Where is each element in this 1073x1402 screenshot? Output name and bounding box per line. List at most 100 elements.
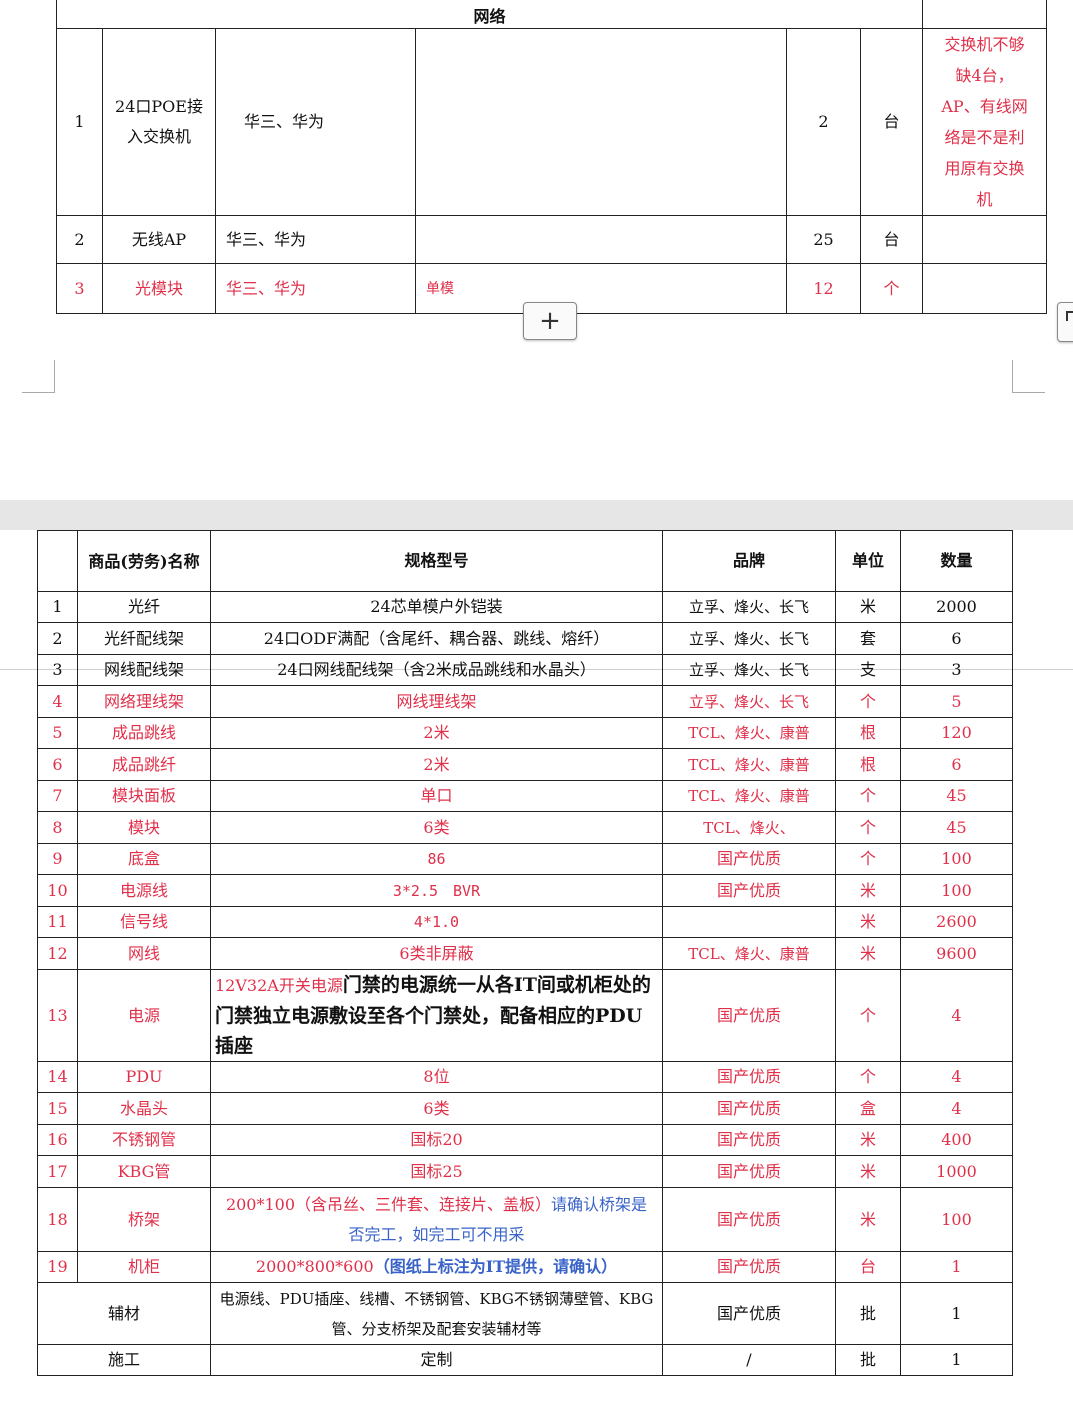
item-name: 水晶头 bbox=[77, 1092, 211, 1125]
item-brand: 立孚、烽火、长飞 bbox=[662, 654, 836, 686]
footer-brand: / bbox=[662, 1344, 836, 1376]
row-number: 10 bbox=[37, 874, 78, 907]
row-number: 8 bbox=[37, 811, 78, 844]
item-brand: 国产优质 bbox=[662, 874, 836, 907]
footer-spec: 定制 bbox=[210, 1344, 663, 1376]
network-equipment-table: 网络 1 24口POE接入交换机 华三、华为 2 台 交换机不够缺4台，AP、有… bbox=[55, 0, 1048, 314]
spec-text: 24芯单模户外铠装 bbox=[370, 597, 503, 616]
item-unit: 米 bbox=[835, 1187, 901, 1252]
item-unit: 套 bbox=[835, 622, 901, 655]
table-row: 7 模块面板 单口 TCL、烽火、康普个 45 bbox=[37, 780, 1013, 812]
spec-text: 8位 bbox=[423, 1067, 450, 1086]
spec-note: 请确认桥架是否完工，如完工可不用采 bbox=[348, 1194, 648, 1244]
table-row: 14 PDU 8位 国产优质个 4 bbox=[37, 1061, 1013, 1093]
item-unit: 米 bbox=[835, 906, 901, 938]
item-name: 24口POE接入交换机 bbox=[102, 28, 216, 216]
footer-unit: 批 bbox=[835, 1344, 901, 1376]
item-qty: 9600 bbox=[900, 937, 1013, 970]
item-note bbox=[922, 215, 1048, 264]
item-qty: 400 bbox=[900, 1124, 1013, 1156]
spec-text: 国标20 bbox=[410, 1130, 463, 1149]
item-spec: 200*100（含吊丝、三件套、连接片、盖板）请确认桥架是否完工，如完工可不用采 bbox=[210, 1187, 663, 1252]
row-number: 6 bbox=[37, 748, 78, 781]
spec-text: 24口网线配线架（含2米成品跳线和水晶头） bbox=[277, 660, 596, 679]
item-qty: 45 bbox=[900, 811, 1013, 844]
add-row-button[interactable]: + bbox=[523, 302, 577, 340]
footer-name: 辅材 bbox=[37, 1282, 211, 1345]
item-brand: 立孚、烽火、长飞 bbox=[662, 685, 836, 718]
item-name: 不锈钢管 bbox=[77, 1124, 211, 1156]
item-spec bbox=[415, 28, 787, 216]
item-qty: 120 bbox=[900, 717, 1013, 749]
item-unit: 个 bbox=[835, 843, 901, 875]
page-corner-mark bbox=[22, 360, 55, 393]
table-row: 11 信号线 4*1.0 米 2600 bbox=[37, 906, 1013, 938]
item-unit: 根 bbox=[835, 717, 901, 749]
table-row: 13 电源 12V32A开关电源门禁的电源统一从各IT间或机柜处的门禁独立电源敷设至… bbox=[37, 969, 1013, 1062]
item-qty: 4 bbox=[900, 1061, 1013, 1093]
header-unit: 单位 bbox=[835, 530, 901, 592]
table-row: 2 无线AP 华三、华为 25 台 bbox=[56, 215, 1048, 264]
item-brand: 国产优质 bbox=[662, 843, 836, 875]
item-qty: 25 bbox=[786, 215, 861, 264]
table-row: 4 网络理线架 网线理线架 立孚、烽火、长飞个 5 bbox=[37, 685, 1013, 718]
item-brand: TCL、烽火、康普 bbox=[662, 780, 836, 812]
item-spec: 86 bbox=[210, 843, 663, 875]
item-spec: 2000*800*600（图纸上标注为IT提供，请确认） bbox=[210, 1251, 663, 1283]
row-number: 7 bbox=[37, 780, 78, 812]
row-number: 5 bbox=[37, 717, 78, 749]
table-row: 1 24口POE接入交换机 华三、华为 2 台 交换机不够缺4台，AP、有线网络… bbox=[56, 28, 1048, 216]
item-spec: 8位 bbox=[210, 1061, 663, 1093]
spec-text: 单口 bbox=[420, 786, 453, 805]
spec-text: 200*100（含吊丝、三件套、连接片、盖板） bbox=[225, 1194, 552, 1214]
item-brand: 华三、华为 bbox=[215, 263, 416, 314]
item-unit: 个 bbox=[859, 263, 924, 314]
item-spec: 6类 bbox=[210, 1092, 663, 1125]
item-name: 机柜 bbox=[77, 1251, 211, 1283]
spec-text: 6类非屏蔽 bbox=[399, 943, 474, 963]
table-row: 10 电源线 3*2.5 BVR 国产优质米 100 bbox=[37, 874, 1013, 907]
table-row: 19 机柜 2000*800*600（图纸上标注为IT提供，请确认） 国产优质台 1 bbox=[37, 1251, 1013, 1283]
table-row: 9 底盒 86 国产优质个 100 bbox=[37, 843, 1013, 875]
item-brand: 立孚、烽火、长飞 bbox=[662, 591, 836, 623]
row-number: 15 bbox=[37, 1092, 78, 1125]
item-name: 网线配线架 bbox=[77, 654, 211, 686]
item-qty: 6 bbox=[900, 622, 1013, 655]
item-spec: 12V32A开关电源门禁的电源统一从各IT间或机柜处的门禁独立电源敷设至各个门禁… bbox=[210, 969, 663, 1062]
item-spec: 24芯单模户外铠装 bbox=[210, 591, 663, 623]
footer-qty: 1 bbox=[900, 1282, 1013, 1345]
table-row: 5 成品跳线 2米 TCL、烽火、康普根 120 bbox=[37, 717, 1013, 749]
item-brand: TCL、烽火、康普 bbox=[662, 717, 836, 749]
item-spec bbox=[415, 215, 787, 264]
item-spec: 国标25 bbox=[210, 1155, 663, 1188]
item-name: 模块面板 bbox=[77, 780, 211, 812]
item-spec: 2米 bbox=[210, 748, 663, 781]
spec-text: 2米 bbox=[423, 754, 450, 774]
row-number: 2 bbox=[37, 622, 78, 655]
item-unit: 米 bbox=[835, 1124, 901, 1156]
spec-text: 6类 bbox=[423, 817, 450, 837]
item-name: 网线 bbox=[77, 937, 211, 970]
table-row: 3 光模块 华三、华为 单模 12 个 bbox=[56, 263, 1048, 314]
item-qty: 4 bbox=[900, 969, 1013, 1062]
row-number: 13 bbox=[37, 969, 78, 1062]
table-row: 3 网线配线架 24口网线配线架（含2米成品跳线和水晶头） 立孚、烽火、长飞支 3 bbox=[37, 654, 1013, 686]
row-number: 11 bbox=[37, 906, 78, 938]
spec-text: 3*2.5 BVR bbox=[392, 881, 481, 900]
item-note bbox=[922, 263, 1048, 314]
item-brand: 国产优质 bbox=[662, 1092, 836, 1125]
table-row: 16 不锈钢管 国标20 国产优质米 400 bbox=[37, 1124, 1013, 1156]
item-brand: 立孚、烽火、长飞 bbox=[662, 622, 836, 655]
footer-brand: 国产优质 bbox=[662, 1282, 836, 1345]
item-qty: 45 bbox=[900, 780, 1013, 812]
spec-text: 86 bbox=[427, 850, 446, 868]
item-qty: 2 bbox=[786, 28, 861, 216]
item-unit: 个 bbox=[835, 780, 901, 812]
table-handle-button[interactable] bbox=[1057, 302, 1073, 342]
item-brand bbox=[662, 906, 836, 938]
item-spec: 6类 bbox=[210, 811, 663, 844]
item-qty: 3 bbox=[900, 654, 1013, 686]
row-number: 1 bbox=[56, 28, 103, 216]
item-name: 成品跳纤 bbox=[77, 748, 211, 781]
spec-text: 网线理线架 bbox=[396, 691, 477, 711]
